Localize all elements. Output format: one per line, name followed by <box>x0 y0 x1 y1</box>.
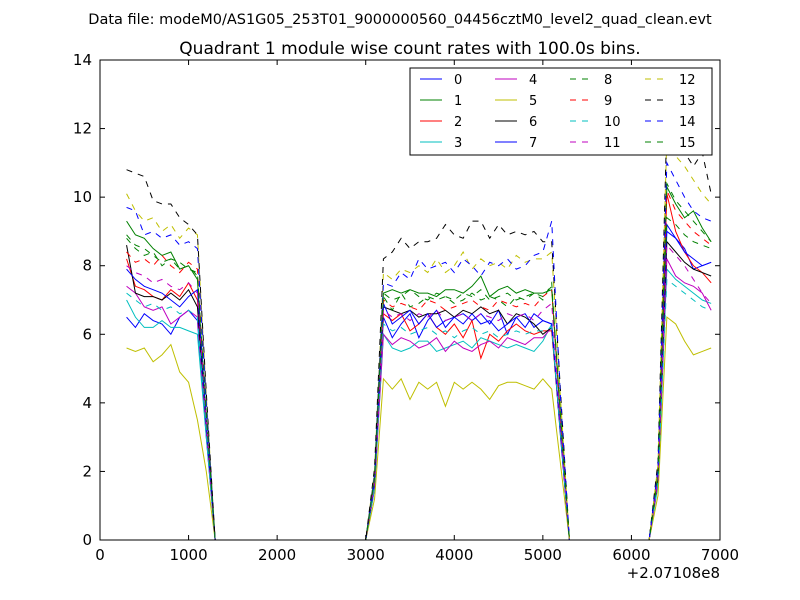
x-tick-label: 1000 <box>169 546 207 564</box>
legend-label-15: 15 <box>679 136 696 151</box>
legend-label-13: 13 <box>679 94 696 109</box>
legend-label-2: 2 <box>454 115 462 130</box>
legend-label-3: 3 <box>454 136 462 151</box>
legend-label-7: 7 <box>529 136 537 151</box>
y-tick-label: 4 <box>82 394 92 412</box>
legend-box <box>409 67 713 156</box>
y-tick-label: 14 <box>73 51 92 69</box>
y-tick-label: 0 <box>82 531 92 549</box>
x-tick-label: 7000 <box>701 546 739 564</box>
legend-label-9: 9 <box>604 94 612 109</box>
x-tick-label: 2000 <box>258 546 296 564</box>
legend-label-11: 11 <box>604 136 621 151</box>
y-tick-label: 2 <box>82 462 92 480</box>
y-tick-label: 8 <box>82 257 92 275</box>
legend-label-0: 0 <box>454 73 462 88</box>
y-tick-label: 6 <box>82 325 92 343</box>
legend-label-1: 1 <box>454 94 462 109</box>
legend-label-6: 6 <box>529 115 537 130</box>
figure-suptitle: Data file: modeM0/AS1G05_253T01_90000005… <box>88 12 712 28</box>
x-tick-label: 5000 <box>524 546 562 564</box>
legend-label-8: 8 <box>604 73 612 88</box>
legend-label-4: 4 <box>529 73 537 88</box>
x-tick-label: 0 <box>95 546 105 564</box>
x-offset-label: +2.07108e8 <box>627 564 720 582</box>
legend-label-5: 5 <box>529 94 537 109</box>
x-tick-label: 6000 <box>612 546 650 564</box>
y-tick-label: 12 <box>73 120 92 138</box>
legend-label-10: 10 <box>604 115 621 130</box>
chart-title: Quadrant 1 module wise count rates with … <box>179 39 640 59</box>
x-tick-label: 4000 <box>435 546 473 564</box>
legend-label-14: 14 <box>679 115 696 130</box>
legend-label-12: 12 <box>679 73 696 88</box>
x-tick-label: 3000 <box>347 546 385 564</box>
y-tick-label: 10 <box>73 188 92 206</box>
plot-frame <box>99 59 721 541</box>
